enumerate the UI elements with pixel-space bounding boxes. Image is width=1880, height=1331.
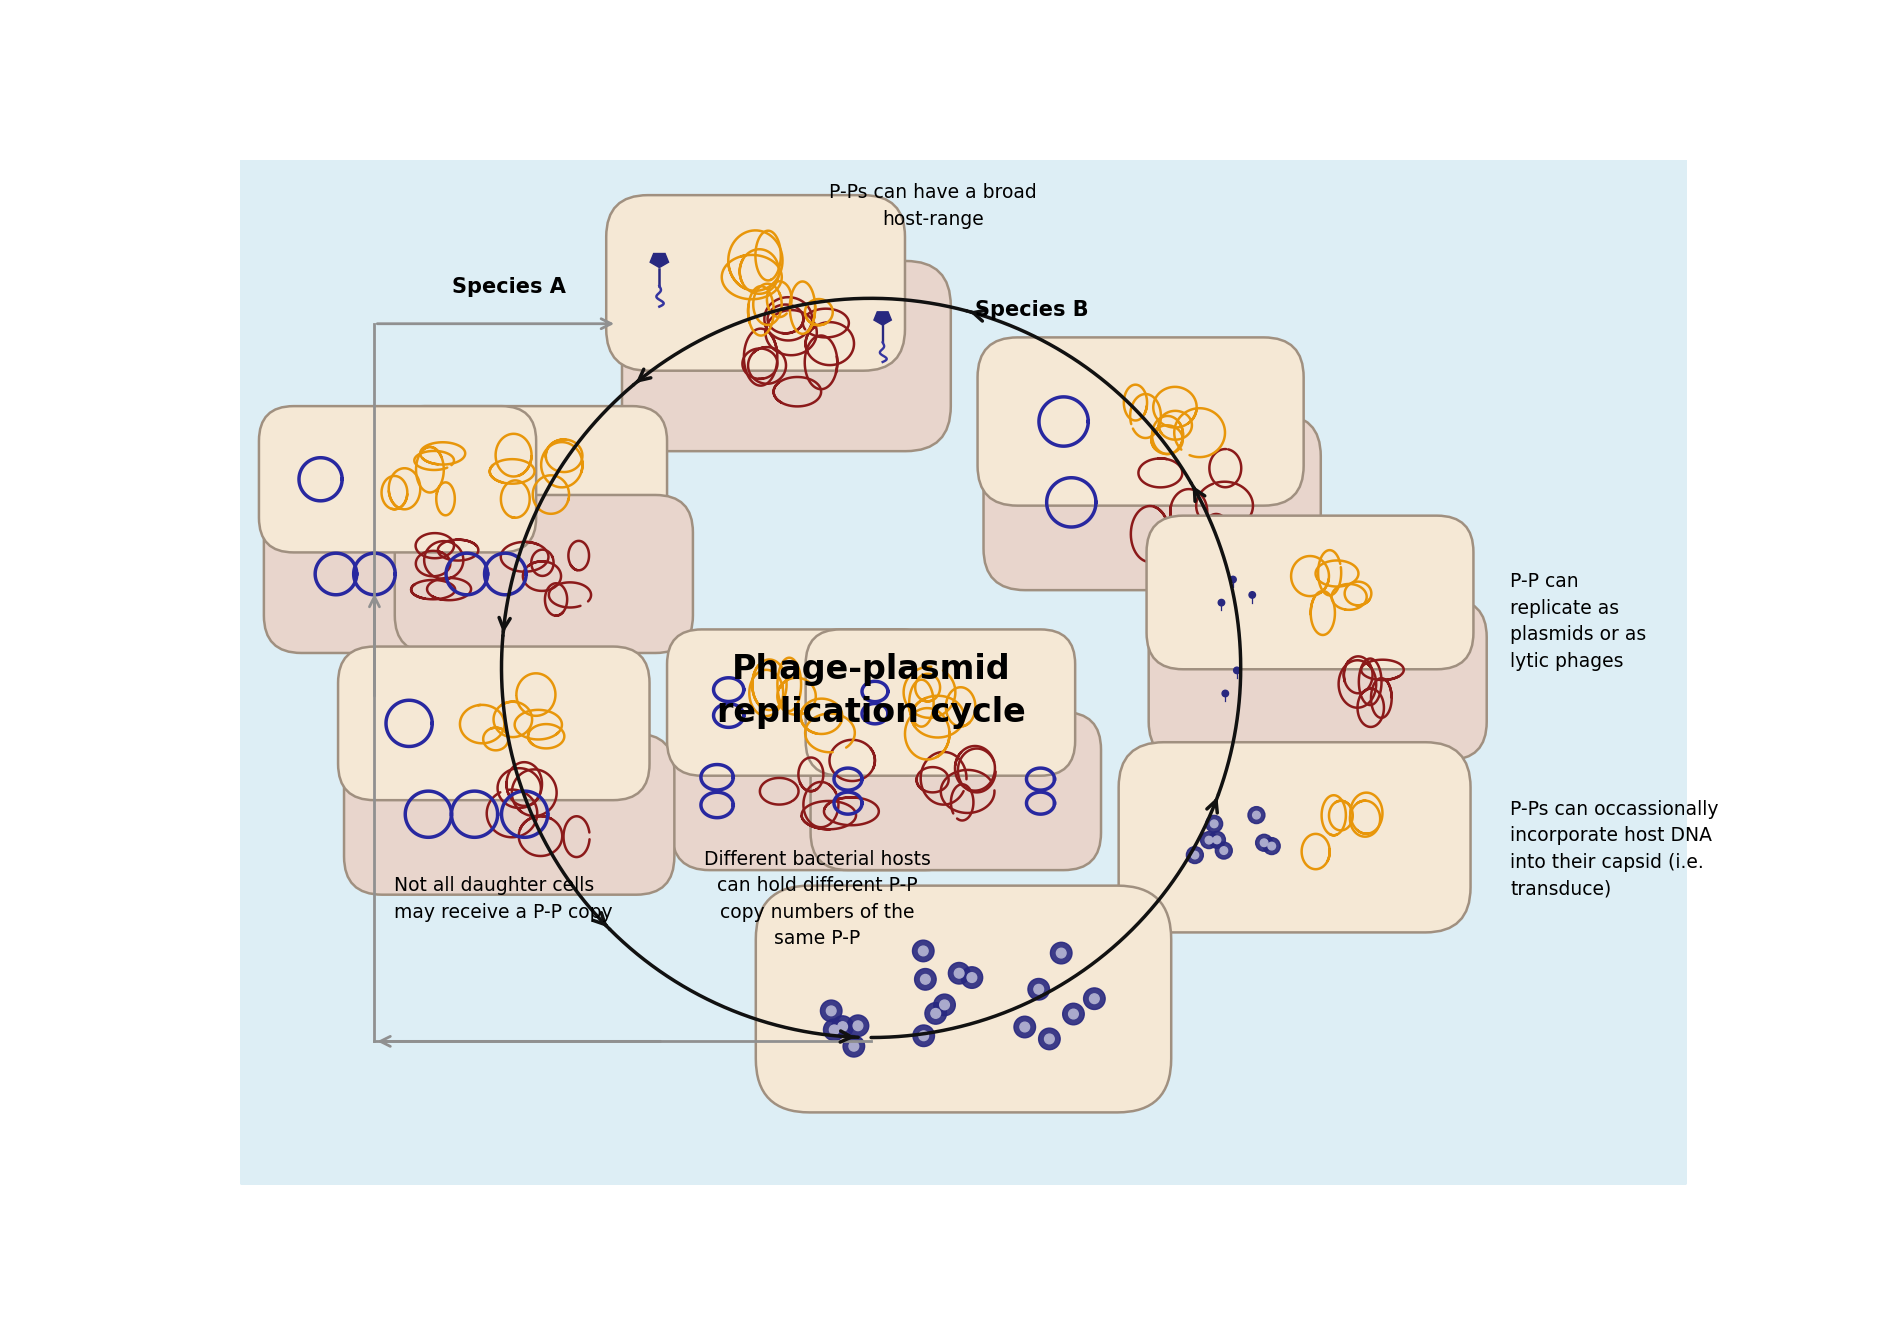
Circle shape: [948, 962, 970, 984]
Circle shape: [831, 1016, 854, 1037]
Circle shape: [1201, 832, 1218, 849]
Circle shape: [1214, 843, 1231, 858]
Circle shape: [914, 969, 936, 990]
FancyBboxPatch shape: [667, 630, 936, 776]
FancyBboxPatch shape: [389, 406, 667, 552]
Text: Not all daughter cells
may receive a P-P copy: Not all daughter cells may receive a P-P…: [393, 876, 613, 921]
Circle shape: [1263, 837, 1280, 855]
FancyBboxPatch shape: [395, 495, 694, 654]
Polygon shape: [650, 253, 669, 268]
Circle shape: [1013, 1017, 1036, 1038]
FancyBboxPatch shape: [810, 712, 1102, 870]
FancyBboxPatch shape: [978, 337, 1303, 506]
Circle shape: [1209, 832, 1226, 848]
Circle shape: [1260, 839, 1267, 847]
FancyBboxPatch shape: [605, 196, 904, 371]
Circle shape: [914, 1025, 934, 1046]
Circle shape: [925, 1002, 946, 1024]
Circle shape: [1186, 847, 1203, 864]
Circle shape: [854, 1021, 863, 1030]
FancyBboxPatch shape: [259, 406, 536, 552]
Circle shape: [1051, 942, 1072, 964]
Text: Phage-plasmid
replication cycle: Phage-plasmid replication cycle: [716, 652, 1025, 729]
Circle shape: [1230, 576, 1237, 583]
Circle shape: [1256, 835, 1273, 852]
Circle shape: [1090, 994, 1100, 1004]
Circle shape: [1205, 816, 1222, 832]
FancyBboxPatch shape: [671, 712, 963, 870]
Circle shape: [940, 1000, 949, 1010]
Text: P-Ps can have a broad
host-range: P-Ps can have a broad host-range: [829, 184, 1036, 229]
Circle shape: [1248, 807, 1265, 824]
Text: Species B: Species B: [976, 299, 1089, 319]
Circle shape: [838, 1022, 848, 1032]
Circle shape: [1220, 847, 1228, 855]
Polygon shape: [874, 311, 891, 325]
Circle shape: [850, 1041, 859, 1051]
Circle shape: [1038, 1028, 1060, 1050]
Circle shape: [1218, 599, 1224, 606]
Circle shape: [1034, 985, 1043, 994]
Circle shape: [955, 969, 964, 978]
FancyBboxPatch shape: [1119, 743, 1470, 933]
Circle shape: [912, 940, 934, 962]
Circle shape: [842, 1036, 865, 1057]
FancyBboxPatch shape: [983, 414, 1322, 590]
Text: Species A: Species A: [453, 277, 566, 297]
Circle shape: [1222, 691, 1228, 696]
FancyBboxPatch shape: [1149, 599, 1487, 760]
Circle shape: [1062, 1004, 1085, 1025]
Circle shape: [1213, 836, 1220, 844]
FancyBboxPatch shape: [344, 733, 675, 894]
Circle shape: [1211, 820, 1218, 828]
FancyBboxPatch shape: [756, 885, 1171, 1113]
Circle shape: [1205, 836, 1213, 844]
Circle shape: [919, 946, 929, 956]
Text: P-P can
replicate as
plasmids or as
lytic phages: P-P can replicate as plasmids or as lyti…: [1510, 572, 1647, 671]
FancyBboxPatch shape: [622, 261, 951, 451]
Circle shape: [1045, 1034, 1055, 1044]
Circle shape: [961, 966, 983, 989]
Circle shape: [966, 973, 978, 982]
FancyBboxPatch shape: [807, 630, 1075, 776]
FancyBboxPatch shape: [1147, 515, 1474, 669]
Circle shape: [919, 1032, 929, 1041]
Circle shape: [1057, 948, 1066, 958]
FancyBboxPatch shape: [263, 495, 562, 654]
Circle shape: [1248, 592, 1256, 598]
Circle shape: [1019, 1022, 1030, 1032]
Circle shape: [1068, 1009, 1079, 1020]
FancyBboxPatch shape: [235, 152, 1692, 1187]
FancyBboxPatch shape: [338, 647, 649, 800]
Circle shape: [820, 1000, 842, 1022]
Circle shape: [931, 1009, 940, 1018]
Circle shape: [934, 994, 955, 1016]
Circle shape: [848, 1016, 869, 1037]
Circle shape: [1028, 978, 1049, 1000]
Circle shape: [921, 974, 931, 984]
Circle shape: [827, 1006, 837, 1016]
Text: Different bacterial hosts
can hold different P-P
copy numbers of the
same P-P: Different bacterial hosts can hold diffe…: [703, 849, 931, 948]
Text: P-Ps can occassionally
incorporate host DNA
into their capsid (i.e.
transduce): P-Ps can occassionally incorporate host …: [1510, 800, 1718, 898]
Circle shape: [1233, 667, 1241, 673]
Circle shape: [1083, 988, 1105, 1009]
Circle shape: [829, 1025, 838, 1034]
Circle shape: [1252, 812, 1260, 819]
Circle shape: [823, 1020, 844, 1041]
Circle shape: [1192, 852, 1199, 858]
Circle shape: [1267, 843, 1275, 851]
